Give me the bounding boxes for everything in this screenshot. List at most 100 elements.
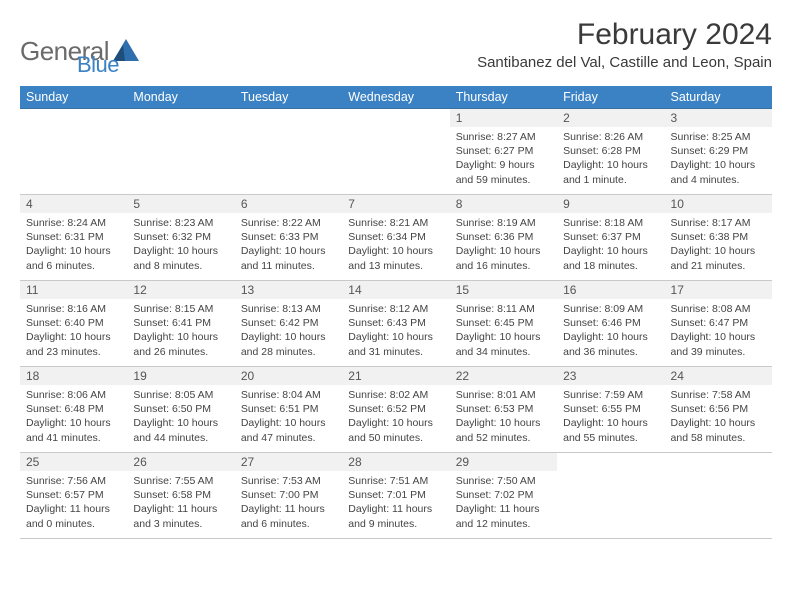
day-content: Sunrise: 8:21 AMSunset: 6:34 PMDaylight:…	[342, 213, 449, 279]
day-number: 3	[665, 109, 772, 127]
daylight-line: Daylight: 10 hours and 47 minutes.	[241, 416, 336, 444]
sunset-line: Sunset: 6:28 PM	[563, 144, 658, 158]
day-content: Sunrise: 7:58 AMSunset: 6:56 PMDaylight:…	[665, 385, 772, 451]
daylight-line: Daylight: 9 hours and 59 minutes.	[456, 158, 551, 186]
sunrise-line: Sunrise: 8:26 AM	[563, 130, 658, 144]
sunset-line: Sunset: 6:41 PM	[133, 316, 228, 330]
sunset-line: Sunset: 6:47 PM	[671, 316, 766, 330]
sunset-line: Sunset: 6:42 PM	[241, 316, 336, 330]
day-content: Sunrise: 8:17 AMSunset: 6:38 PMDaylight:…	[665, 213, 772, 279]
day-content: Sunrise: 8:25 AMSunset: 6:29 PMDaylight:…	[665, 127, 772, 193]
day-number: 11	[20, 281, 127, 299]
day-content: Sunrise: 8:12 AMSunset: 6:43 PMDaylight:…	[342, 299, 449, 365]
sunset-line: Sunset: 6:53 PM	[456, 402, 551, 416]
daylight-line: Daylight: 10 hours and 52 minutes.	[456, 416, 551, 444]
sunset-line: Sunset: 6:45 PM	[456, 316, 551, 330]
calendar-day-cell: 25Sunrise: 7:56 AMSunset: 6:57 PMDayligh…	[20, 453, 127, 539]
day-content: Sunrise: 8:19 AMSunset: 6:36 PMDaylight:…	[450, 213, 557, 279]
weekday-header: Tuesday	[235, 86, 342, 109]
day-content: Sunrise: 8:01 AMSunset: 6:53 PMDaylight:…	[450, 385, 557, 451]
day-number	[342, 109, 449, 113]
sunrise-line: Sunrise: 8:06 AM	[26, 388, 121, 402]
weekday-header: Wednesday	[342, 86, 449, 109]
sunrise-line: Sunrise: 8:13 AM	[241, 302, 336, 316]
sunrise-line: Sunrise: 8:05 AM	[133, 388, 228, 402]
day-number: 10	[665, 195, 772, 213]
title-block: February 2024 Santibanez del Val, Castil…	[477, 18, 772, 71]
calendar-day-cell: 9Sunrise: 8:18 AMSunset: 6:37 PMDaylight…	[557, 195, 664, 281]
sunset-line: Sunset: 6:56 PM	[671, 402, 766, 416]
day-number: 14	[342, 281, 449, 299]
day-number: 20	[235, 367, 342, 385]
calendar-day-cell: 3Sunrise: 8:25 AMSunset: 6:29 PMDaylight…	[665, 109, 772, 195]
day-content: Sunrise: 8:22 AMSunset: 6:33 PMDaylight:…	[235, 213, 342, 279]
daylight-line: Daylight: 10 hours and 39 minutes.	[671, 330, 766, 358]
sunset-line: Sunset: 6:36 PM	[456, 230, 551, 244]
day-content: Sunrise: 7:55 AMSunset: 6:58 PMDaylight:…	[127, 471, 234, 537]
sunset-line: Sunset: 6:50 PM	[133, 402, 228, 416]
calendar-day-cell	[235, 109, 342, 195]
sunset-line: Sunset: 6:52 PM	[348, 402, 443, 416]
day-number: 1	[450, 109, 557, 127]
weekday-header: Sunday	[20, 86, 127, 109]
calendar-day-cell: 13Sunrise: 8:13 AMSunset: 6:42 PMDayligh…	[235, 281, 342, 367]
daylight-line: Daylight: 11 hours and 3 minutes.	[133, 502, 228, 530]
day-number: 29	[450, 453, 557, 471]
logo: General Blue	[20, 24, 119, 78]
day-number: 5	[127, 195, 234, 213]
day-content: Sunrise: 8:11 AMSunset: 6:45 PMDaylight:…	[450, 299, 557, 365]
calendar-day-cell: 2Sunrise: 8:26 AMSunset: 6:28 PMDaylight…	[557, 109, 664, 195]
daylight-line: Daylight: 11 hours and 12 minutes.	[456, 502, 551, 530]
daylight-line: Daylight: 10 hours and 34 minutes.	[456, 330, 551, 358]
day-content: Sunrise: 8:13 AMSunset: 6:42 PMDaylight:…	[235, 299, 342, 365]
sunrise-line: Sunrise: 8:16 AM	[26, 302, 121, 316]
day-number: 25	[20, 453, 127, 471]
day-content: Sunrise: 8:06 AMSunset: 6:48 PMDaylight:…	[20, 385, 127, 451]
day-number: 4	[20, 195, 127, 213]
sunrise-line: Sunrise: 8:12 AM	[348, 302, 443, 316]
daylight-line: Daylight: 10 hours and 4 minutes.	[671, 158, 766, 186]
daylight-line: Daylight: 10 hours and 21 minutes.	[671, 244, 766, 272]
calendar-day-cell	[20, 109, 127, 195]
day-number: 17	[665, 281, 772, 299]
sunrise-line: Sunrise: 8:08 AM	[671, 302, 766, 316]
calendar-day-cell: 26Sunrise: 7:55 AMSunset: 6:58 PMDayligh…	[127, 453, 234, 539]
sunset-line: Sunset: 6:37 PM	[563, 230, 658, 244]
weekday-header: Monday	[127, 86, 234, 109]
sunrise-line: Sunrise: 8:01 AM	[456, 388, 551, 402]
calendar-day-cell	[665, 453, 772, 539]
day-number: 22	[450, 367, 557, 385]
daylight-line: Daylight: 11 hours and 6 minutes.	[241, 502, 336, 530]
sunset-line: Sunset: 7:00 PM	[241, 488, 336, 502]
calendar-day-cell: 10Sunrise: 8:17 AMSunset: 6:38 PMDayligh…	[665, 195, 772, 281]
day-number	[557, 453, 664, 457]
day-content: Sunrise: 8:16 AMSunset: 6:40 PMDaylight:…	[20, 299, 127, 365]
sunrise-line: Sunrise: 8:22 AM	[241, 216, 336, 230]
calendar-day-cell: 12Sunrise: 8:15 AMSunset: 6:41 PMDayligh…	[127, 281, 234, 367]
calendar-day-cell: 4Sunrise: 8:24 AMSunset: 6:31 PMDaylight…	[20, 195, 127, 281]
calendar-day-cell: 24Sunrise: 7:58 AMSunset: 6:56 PMDayligh…	[665, 367, 772, 453]
month-title: February 2024	[477, 18, 772, 52]
location: Santibanez del Val, Castille and Leon, S…	[477, 54, 772, 71]
sunrise-line: Sunrise: 8:21 AM	[348, 216, 443, 230]
sunrise-line: Sunrise: 8:04 AM	[241, 388, 336, 402]
daylight-line: Daylight: 10 hours and 11 minutes.	[241, 244, 336, 272]
weekday-header: Thursday	[450, 86, 557, 109]
day-content: Sunrise: 8:18 AMSunset: 6:37 PMDaylight:…	[557, 213, 664, 279]
day-number	[665, 453, 772, 457]
calendar-table: SundayMondayTuesdayWednesdayThursdayFrid…	[20, 86, 772, 539]
calendar-day-cell	[127, 109, 234, 195]
daylight-line: Daylight: 10 hours and 16 minutes.	[456, 244, 551, 272]
calendar-day-cell: 21Sunrise: 8:02 AMSunset: 6:52 PMDayligh…	[342, 367, 449, 453]
calendar-day-cell: 18Sunrise: 8:06 AMSunset: 6:48 PMDayligh…	[20, 367, 127, 453]
daylight-line: Daylight: 10 hours and 36 minutes.	[563, 330, 658, 358]
daylight-line: Daylight: 11 hours and 0 minutes.	[26, 502, 121, 530]
day-content: Sunrise: 8:26 AMSunset: 6:28 PMDaylight:…	[557, 127, 664, 193]
calendar-day-cell: 19Sunrise: 8:05 AMSunset: 6:50 PMDayligh…	[127, 367, 234, 453]
day-number: 9	[557, 195, 664, 213]
sunset-line: Sunset: 6:38 PM	[671, 230, 766, 244]
calendar-day-cell: 29Sunrise: 7:50 AMSunset: 7:02 PMDayligh…	[450, 453, 557, 539]
calendar-day-cell: 28Sunrise: 7:51 AMSunset: 7:01 PMDayligh…	[342, 453, 449, 539]
sunrise-line: Sunrise: 8:24 AM	[26, 216, 121, 230]
calendar-day-cell: 23Sunrise: 7:59 AMSunset: 6:55 PMDayligh…	[557, 367, 664, 453]
